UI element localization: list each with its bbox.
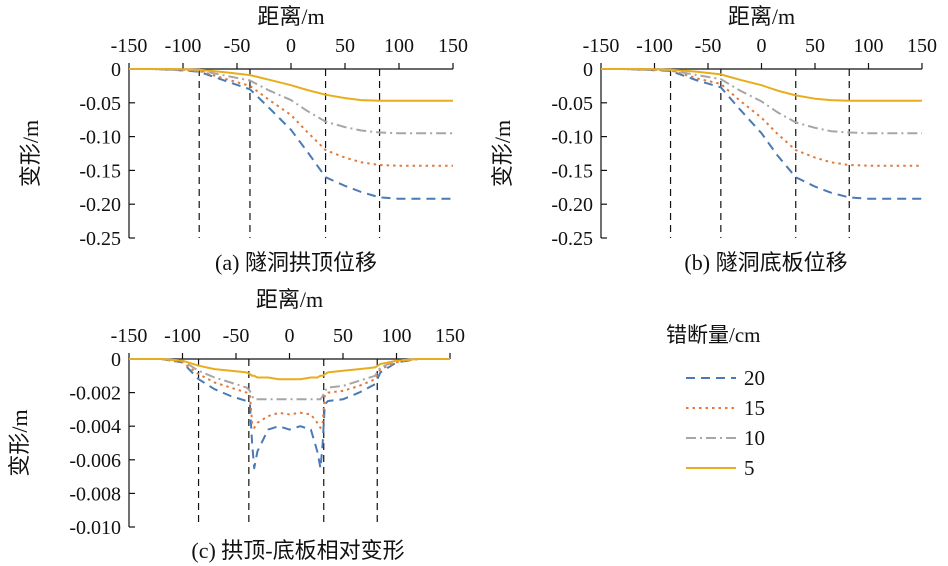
legend-entry: 15 (686, 396, 765, 420)
y-tick-label: -0.002 (69, 383, 121, 405)
legend-title: 错断量/cm (666, 323, 761, 347)
series-line-15 (129, 358, 450, 429)
y-tick-label: -0.15 (79, 160, 121, 182)
x-tick-label: 150 (438, 35, 468, 57)
legend-label: 5 (744, 456, 755, 480)
x-tick-label: 0 (285, 325, 295, 347)
series-line-20 (129, 358, 450, 470)
series-line-15 (129, 68, 453, 167)
series-line-15 (601, 68, 922, 167)
series-line-5 (129, 68, 453, 102)
chart-panel-a: -150 -100 -50 0 50 100 150 距离/m 0 -0.05 -0.10 -0.15… (18, 4, 468, 275)
y-tick-label: -0.10 (79, 127, 121, 149)
y-tick-label: -0.05 (79, 93, 121, 115)
y-tick-label: -0.006 (69, 450, 121, 472)
x-tick-label: -50 (224, 35, 251, 57)
series-line-5 (129, 358, 450, 381)
y-tick-label: -0.25 (551, 228, 593, 250)
y-tick-label: -0.10 (551, 127, 593, 149)
y-axis-title: 变形/m (18, 120, 43, 187)
x-tick-label: 50 (335, 35, 355, 57)
x-tick-label: 50 (805, 35, 825, 57)
chart-panel-c: -150 -100 -50 0 50 100 150 距离/m 0 -0.002 -0.004 -0.… (7, 287, 465, 563)
x-tick-label: 100 (384, 35, 414, 57)
y-axis-title: 变形/m (490, 120, 515, 187)
x-tick-label: -150 (111, 35, 148, 57)
y-tick-label: -0.004 (69, 416, 121, 438)
x-tick-label: 150 (907, 35, 937, 57)
y-tick-label: 0 (583, 59, 593, 81)
x-tick-label: 50 (333, 325, 353, 347)
x-tick-label: 100 (382, 325, 412, 347)
panel-caption: (a) 隧洞拱顶位移 (215, 250, 377, 275)
series-line-5 (601, 68, 922, 102)
y-tick-label: -0.05 (551, 93, 593, 115)
x-tick-label: -100 (164, 325, 201, 347)
y-tick-label: -0.008 (69, 483, 121, 505)
y-tick-label: 0 (111, 59, 121, 81)
legend-label: 20 (744, 366, 765, 390)
legend-label: 15 (744, 396, 765, 420)
series-line-20 (129, 68, 453, 200)
x-tick-label: -150 (583, 35, 620, 57)
y-tick-label: -0.010 (69, 517, 121, 539)
x-tick-label: 150 (435, 325, 465, 347)
legend-entry: 5 (686, 456, 755, 480)
x-tick-label: 0 (757, 35, 767, 57)
legend-entry: 20 (686, 366, 765, 390)
y-tick-label: -0.20 (79, 194, 121, 216)
y-tick-label: -0.15 (551, 160, 593, 182)
x-tick-label: 100 (854, 35, 884, 57)
y-axis-title: 变形/m (7, 409, 32, 476)
x-tick-label: -50 (695, 35, 722, 57)
x-tick-label: -50 (223, 325, 250, 347)
y-tick-label: -0.20 (551, 194, 593, 216)
series-line-20 (601, 68, 922, 200)
x-tick-label: -150 (111, 325, 148, 347)
x-axis-title: 距离/m (728, 4, 795, 29)
x-tick-label: 0 (286, 35, 296, 57)
panel-caption: (b) 隧洞底板位移 (684, 250, 847, 275)
x-axis-title: 距离/m (257, 4, 324, 29)
x-tick-label: -100 (165, 35, 202, 57)
chart-panel-b: -150 -100 -50 0 50 100 150 距离/m 0 -0.05 -0.10 -0.15… (490, 4, 937, 275)
panel-caption: (c) 拱顶-底板相对变形 (191, 538, 404, 563)
legend-entry: 10 (686, 426, 765, 450)
x-tick-label: -100 (636, 35, 673, 57)
y-tick-label: -0.25 (79, 228, 121, 250)
legend: 错断量/cm 20 15 10 5 (666, 323, 765, 480)
legend-label: 10 (744, 426, 765, 450)
x-axis-title: 距离/m (256, 287, 323, 312)
y-tick-label: 0 (111, 349, 121, 371)
